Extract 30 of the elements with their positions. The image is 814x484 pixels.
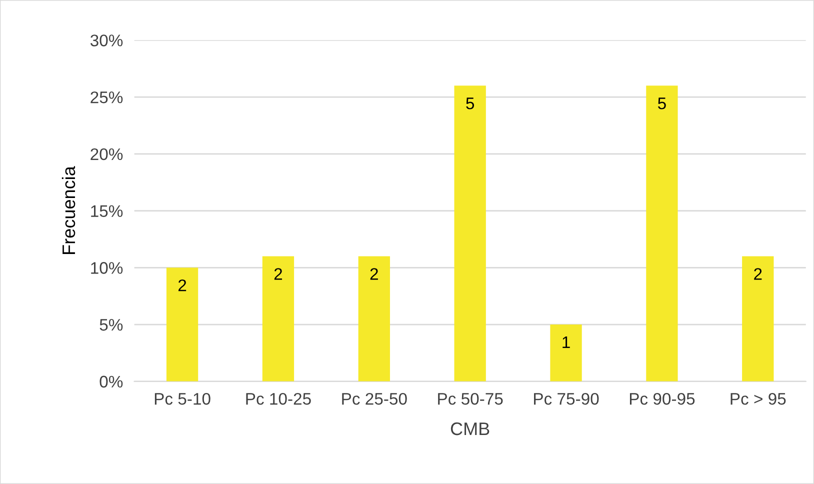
annotation: 5	[658, 98, 666, 110]
x-tick-label: Pc 5-10	[154, 392, 210, 405]
bar	[454, 86, 486, 382]
y-tick-label: 20%	[90, 148, 123, 160]
annotation: 2	[274, 268, 282, 280]
bar	[358, 256, 390, 382]
annotation: 2	[754, 268, 762, 280]
annotation: 1	[562, 336, 570, 348]
annotation: 5	[466, 98, 474, 110]
y-tick-label: 0%	[100, 376, 123, 388]
y-tick-label: 30%	[90, 34, 123, 46]
bar	[262, 256, 294, 382]
annotation: 2	[178, 279, 186, 292]
x-axis-title: CMB	[450, 422, 490, 436]
bar	[742, 256, 774, 382]
bar	[166, 268, 198, 382]
x-tick-label: Pc 75-90	[534, 392, 599, 405]
y-axis-title: Frecuencia	[62, 166, 76, 254]
bar	[646, 86, 678, 382]
y-tick-label: 25%	[90, 91, 123, 104]
x-tick-label: Pc 25-50	[342, 392, 407, 405]
x-tick-label: Pc 90-95	[630, 392, 695, 405]
y-tick-label: 15%	[91, 205, 123, 217]
x-tick-label: Pc 10-25	[246, 392, 311, 405]
bar	[550, 324, 582, 382]
annotation: 2	[370, 268, 378, 280]
y-tick-label: 5%	[100, 318, 123, 331]
x-tick-label: Pc > 95	[730, 392, 786, 405]
x-tick-label: Pc 50-75	[438, 392, 503, 405]
y-tick-label: 10%	[91, 262, 123, 274]
